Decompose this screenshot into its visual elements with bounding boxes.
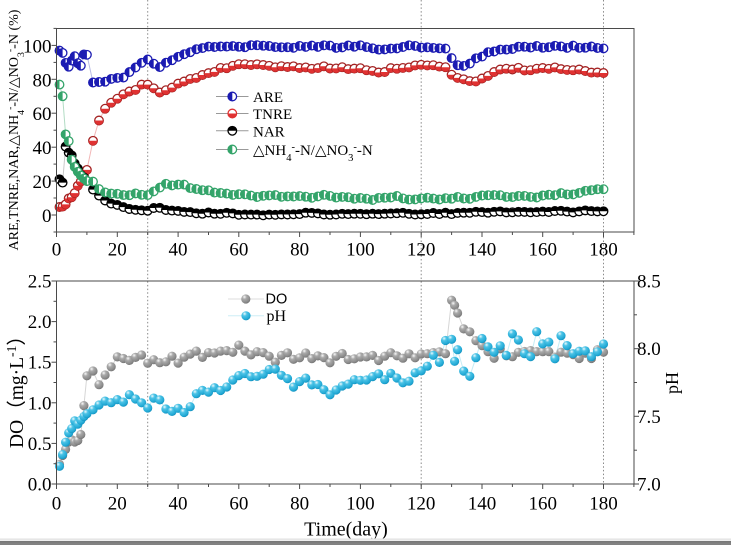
- svg-text:40: 40: [169, 240, 188, 261]
- svg-text:180: 180: [589, 240, 618, 261]
- svg-text:0.5: 0.5: [28, 434, 52, 455]
- svg-text:100: 100: [23, 36, 52, 57]
- svg-text:Time(day): Time(day): [304, 518, 388, 540]
- svg-text:0: 0: [52, 494, 62, 515]
- svg-text:60: 60: [229, 494, 248, 515]
- svg-text:pH: pH: [267, 308, 287, 325]
- svg-text:ARE: ARE: [253, 90, 283, 106]
- svg-text:140: 140: [468, 494, 497, 515]
- svg-text:ARE,TNRE,NAR,△NH4--N/△NO3--N (: ARE,TNRE,NAR,△NH4--N/△NO3--N (%): [5, 9, 27, 250]
- svg-text:80: 80: [290, 494, 309, 515]
- svg-text:1.0: 1.0: [28, 393, 52, 414]
- svg-text:2.0: 2.0: [28, 312, 52, 333]
- svg-text:80: 80: [33, 70, 52, 91]
- svg-text:160: 160: [528, 494, 557, 515]
- svg-text:180: 180: [589, 494, 618, 515]
- svg-text:80: 80: [290, 240, 309, 261]
- svg-text:60: 60: [229, 240, 248, 261]
- svg-text:60: 60: [33, 104, 52, 125]
- svg-text:120: 120: [407, 494, 436, 515]
- svg-text:160: 160: [528, 240, 557, 261]
- svg-text:△NH4--N/△NO3--N: △NH4--N/△NO3--N: [253, 142, 373, 164]
- svg-text:100: 100: [346, 494, 375, 515]
- svg-text:NAR: NAR: [253, 124, 285, 140]
- svg-text:1.5: 1.5: [28, 353, 52, 374]
- svg-text:0: 0: [42, 206, 52, 227]
- svg-text:0.0: 0.0: [28, 475, 52, 496]
- svg-text:DO: DO: [266, 292, 288, 308]
- svg-text:20: 20: [33, 172, 52, 193]
- svg-text:20: 20: [108, 494, 127, 515]
- svg-text:20: 20: [108, 240, 127, 261]
- svg-text:40: 40: [33, 138, 52, 159]
- svg-text:8.0: 8.0: [637, 339, 661, 360]
- svg-text:100: 100: [346, 240, 375, 261]
- svg-text:40: 40: [169, 494, 188, 515]
- svg-text:7.5: 7.5: [637, 407, 661, 428]
- svg-text:DO（mg·L-1）: DO（mg·L-1）: [4, 326, 29, 448]
- svg-text:2.5: 2.5: [28, 272, 52, 293]
- svg-text:8.5: 8.5: [637, 272, 661, 293]
- svg-text:120: 120: [407, 240, 436, 261]
- svg-text:0: 0: [52, 240, 62, 261]
- svg-text:140: 140: [468, 240, 497, 261]
- svg-text:pH: pH: [662, 372, 682, 394]
- svg-text:7.0: 7.0: [637, 475, 661, 496]
- svg-text:TNRE: TNRE: [253, 107, 292, 123]
